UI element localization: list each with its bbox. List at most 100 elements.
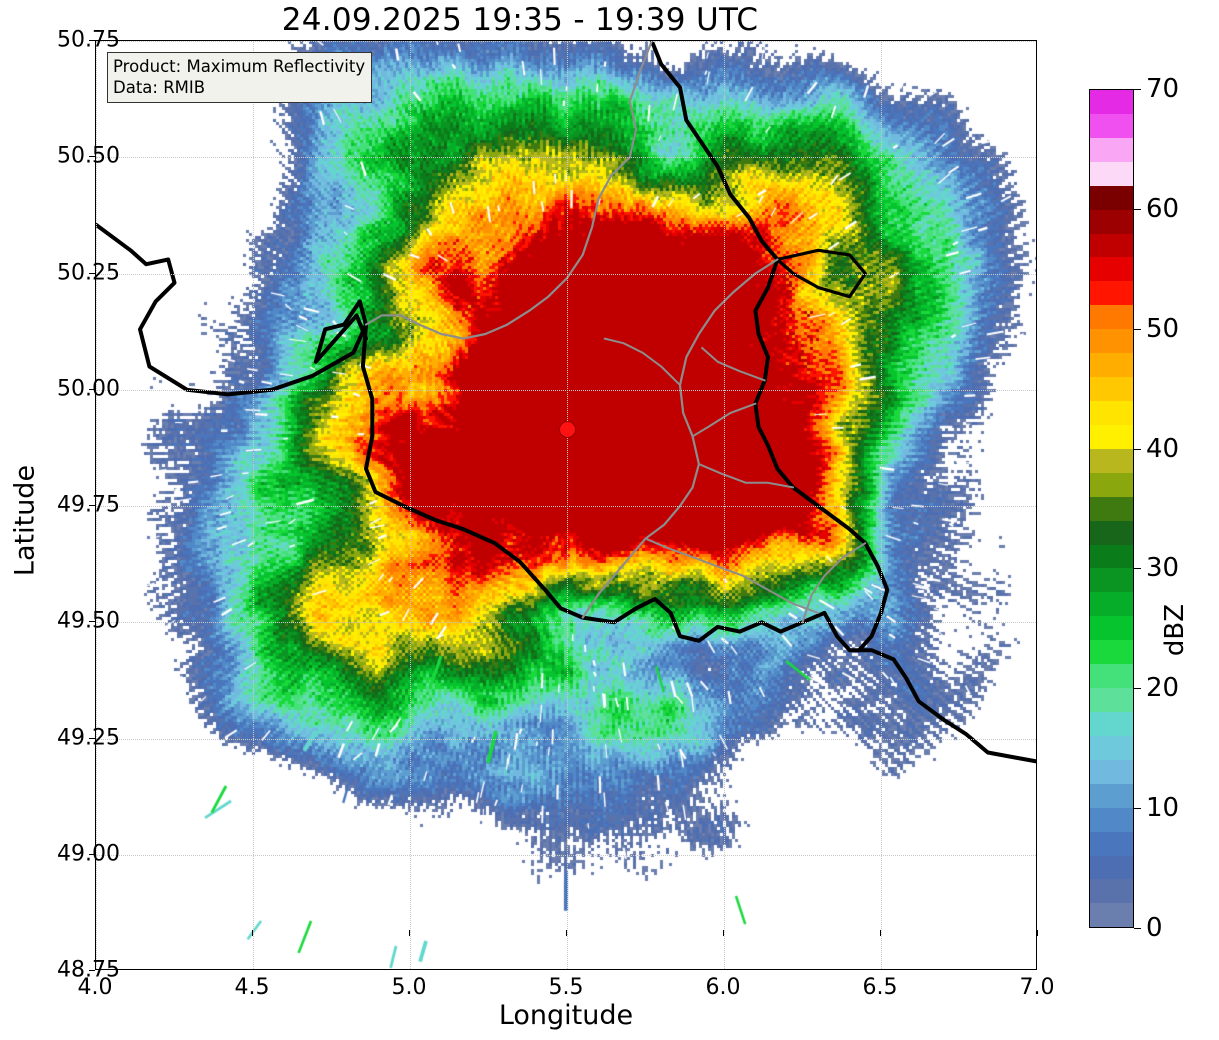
y-tick-label: 50.75: [57, 27, 120, 53]
y-tick: [89, 505, 95, 506]
colorbar-band: [1090, 759, 1133, 784]
colorbar-title: dBZ: [1160, 603, 1190, 657]
gridline-horizontal: [96, 273, 1036, 275]
colorbar-band: [1090, 305, 1133, 330]
colorbar-band: [1090, 568, 1133, 593]
legend-product-line: Product: Maximum Reflectivity: [113, 57, 366, 76]
y-tick: [89, 853, 95, 855]
colorbar-band: [1090, 903, 1133, 928]
colorbar-tick: [1134, 568, 1141, 570]
y-tick-label: 49.50: [57, 608, 120, 634]
gridline-vertical: [253, 41, 254, 969]
gridline-horizontal: [96, 389, 1036, 391]
colorbar-tick: [1134, 208, 1141, 210]
y-tick-label: 50.25: [57, 260, 120, 285]
colorbar-band: [1090, 185, 1133, 210]
colorbar-tick-label: 0: [1146, 913, 1163, 943]
gridline-vertical: [567, 41, 568, 969]
x-axis-title: Longitude: [498, 1000, 634, 1031]
gridline-horizontal: [96, 622, 1036, 624]
colorbar-tick-label: 30: [1146, 553, 1180, 584]
x-tick: [880, 930, 881, 936]
y-tick: [89, 156, 95, 158]
border-enclave-north: [775, 248, 867, 299]
colorbar-tick-label: 10: [1146, 793, 1180, 824]
x-tick-label: 4.5: [234, 975, 270, 1000]
colorbar-band: [1090, 783, 1133, 808]
colorbar-tick-label: 70: [1146, 74, 1180, 104]
colorbar-band: [1090, 281, 1133, 306]
x-tick: [409, 930, 410, 936]
border-luxembourg-germany: [649, 41, 890, 653]
x-tick-label: 6.0: [705, 975, 741, 1000]
colorbar-tick-label: 20: [1146, 673, 1180, 704]
admin-boundary-a: [691, 402, 757, 438]
radar-map-axes: [95, 40, 1037, 970]
radar-reflectivity-layer: [96, 41, 1036, 969]
y-tick-label: 50.00: [57, 376, 120, 402]
colorbar-band: [1090, 161, 1133, 186]
admin-boundary-b: [701, 346, 766, 382]
colorbar-band: [1090, 209, 1133, 234]
colorbar-gradient: [1089, 89, 1134, 928]
gridline-horizontal: [96, 506, 1036, 507]
gridline-vertical: [96, 41, 97, 969]
radar-reflectivity-canvas: [96, 41, 1036, 969]
gridline-horizontal: [96, 738, 1036, 740]
admin-boundary-lux-west: [581, 258, 779, 619]
colorbar-band: [1090, 113, 1133, 138]
colorbar-tick-label: 50: [1146, 313, 1180, 344]
admin-boundary-e: [644, 537, 820, 614]
gridline-vertical: [724, 41, 725, 969]
x-tick: [95, 930, 96, 936]
colorbar-band: [1090, 807, 1133, 832]
y-axis-title: Latitude: [9, 464, 41, 577]
gridline-horizontal: [96, 41, 1036, 42]
admin-boundary-d: [603, 337, 681, 387]
colorbar-band: [1090, 855, 1133, 880]
gridline-horizontal: [96, 157, 1036, 159]
gridline-vertical: [881, 41, 882, 969]
x-tick-label: 7.0: [1019, 975, 1055, 1000]
colorbar-band: [1090, 592, 1133, 617]
colorbar-band: [1090, 137, 1133, 162]
admin-boundary-f: [801, 542, 867, 624]
y-tick: [89, 272, 95, 274]
x-tick: [723, 930, 724, 936]
y-tick: [89, 621, 95, 623]
colorbar-band: [1090, 377, 1133, 401]
radar-site-marker: [558, 420, 576, 438]
colorbar-band: [1090, 831, 1133, 856]
y-tick-label: 49.00: [57, 841, 120, 867]
colorbar-band: [1090, 640, 1133, 665]
colorbar-band: [1090, 329, 1133, 354]
colorbar-tick: [1134, 328, 1141, 330]
colorbar-band: [1090, 233, 1133, 258]
y-tick: [89, 388, 95, 390]
x-tick-label: 4.0: [77, 975, 113, 1000]
colorbar-tick: [1134, 808, 1141, 810]
colorbar: 70 60 50 40 30 20 10 0: [1089, 74, 1179, 943]
x-tick-label: 5.5: [548, 975, 584, 1000]
colorbar-band: [1090, 472, 1133, 497]
colorbar-tick: [1134, 448, 1141, 450]
colorbar-band: [1090, 257, 1133, 282]
colorbar-band: [1090, 496, 1133, 521]
colorbar-band: [1090, 616, 1133, 641]
colorbar-band: [1090, 544, 1133, 569]
colorbar-band: [1090, 735, 1133, 760]
colorbar-band: [1090, 353, 1133, 378]
y-tick-label: 50.50: [57, 143, 120, 169]
colorbar-tick-label: 60: [1146, 193, 1180, 224]
y-tick: [89, 737, 95, 739]
colorbar-tick: [1134, 688, 1141, 690]
colorbar-tick: [1134, 928, 1141, 929]
colorbar-band: [1090, 688, 1133, 712]
x-tick: [566, 930, 567, 936]
y-tick-label: 48.75: [57, 957, 120, 983]
colorbar-band: [1090, 879, 1133, 904]
y-tick: [89, 970, 95, 971]
y-tick-label: 49.25: [57, 725, 120, 750]
x-tick-label: 5.0: [391, 975, 427, 1000]
